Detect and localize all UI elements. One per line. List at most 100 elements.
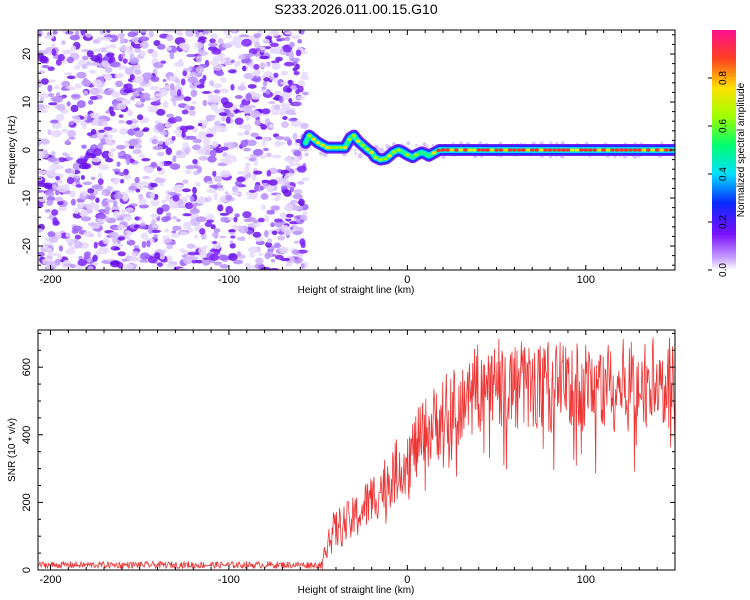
noise-blob	[266, 209, 276, 215]
noise-blob	[188, 110, 196, 116]
noise-blob	[102, 121, 108, 127]
peak-dot	[574, 148, 580, 152]
y-tick-label: 0	[21, 147, 33, 153]
noise-blob	[211, 48, 222, 55]
noise-blob	[257, 217, 265, 223]
noise-blob	[232, 192, 242, 196]
peak-dot	[610, 148, 615, 152]
noise-blob	[195, 55, 202, 63]
noise-blob	[150, 182, 158, 188]
noise-blob	[174, 78, 180, 83]
noise-blob	[166, 46, 172, 51]
noise-blob	[191, 100, 197, 105]
noise-blob	[302, 91, 309, 96]
noise-blob	[121, 258, 128, 262]
noise-blob	[92, 39, 100, 44]
noise-blob	[234, 213, 240, 218]
faint-dot	[385, 145, 389, 149]
noise-blob	[204, 221, 212, 227]
noise-blob	[209, 254, 220, 261]
noise-blob	[134, 144, 143, 149]
noise-blob	[264, 252, 271, 260]
noise-blob	[89, 95, 99, 101]
noise-blob	[66, 75, 76, 80]
noise-blob	[274, 222, 283, 227]
noise-blob	[123, 88, 134, 94]
noise-blob	[65, 86, 75, 89]
noise-blob	[253, 170, 263, 175]
noise-blob	[97, 48, 103, 52]
noise-blob	[273, 242, 281, 249]
noise-blob	[87, 114, 92, 123]
noise-blob	[260, 266, 271, 270]
noise-blob	[70, 198, 76, 206]
noise-blob	[225, 154, 236, 160]
noise-blob	[127, 31, 137, 38]
noise-blob	[124, 216, 133, 221]
noise-blob	[134, 176, 140, 184]
noise-blob	[233, 216, 238, 223]
noise-blob	[104, 66, 113, 74]
peak-dot	[650, 148, 655, 152]
colorbar-label: Normalized spectral amplitude	[736, 82, 747, 217]
noise-blob	[290, 35, 301, 39]
noise-blob	[66, 56, 75, 64]
noise-blob	[254, 184, 260, 192]
noise-blob	[65, 31, 74, 35]
noise-blob	[52, 217, 58, 224]
peak-dot	[485, 148, 490, 152]
noise-blob	[205, 114, 217, 119]
noise-blob	[93, 203, 100, 212]
noise-blob	[300, 122, 309, 129]
noise-blob	[293, 71, 300, 76]
noise-blob	[137, 114, 144, 121]
peak-dot	[592, 148, 597, 152]
noise-blob	[223, 30, 229, 35]
noise-blob	[151, 138, 158, 145]
noise-blob	[232, 35, 242, 44]
noise-blob	[148, 226, 153, 234]
noise-blob	[109, 231, 119, 238]
noise-blob	[83, 251, 91, 260]
noise-blob	[174, 84, 180, 91]
noise-blob	[225, 194, 233, 201]
noise-blob	[42, 261, 49, 265]
noise-blob	[101, 37, 113, 41]
noise-blob	[95, 197, 100, 203]
noise-blob	[264, 230, 269, 238]
noise-blob	[165, 123, 173, 128]
noise-blob	[283, 225, 289, 231]
noise-blob	[169, 89, 178, 98]
noise-blob	[243, 147, 252, 152]
noise-blob	[85, 203, 96, 210]
y-tick-label: 600	[21, 358, 33, 376]
noise-blob	[69, 264, 76, 269]
noise-blob	[150, 199, 160, 207]
noise-blob	[177, 89, 182, 97]
peak-dot	[534, 148, 539, 152]
noise-blob	[61, 80, 71, 88]
peak-dot	[463, 148, 468, 152]
noise-blob	[46, 196, 56, 201]
noise-blob	[252, 219, 259, 224]
noise-blob	[134, 48, 141, 53]
noise-blob	[283, 61, 294, 67]
noise-blob	[101, 189, 107, 195]
noise-blob	[49, 119, 59, 124]
noise-blob	[116, 103, 127, 110]
noise-blob	[178, 42, 190, 49]
noise-blob	[194, 234, 199, 239]
noise-blob	[244, 123, 252, 132]
noise-blob	[91, 184, 103, 190]
noise-blob	[246, 265, 252, 270]
noise-blob	[185, 165, 196, 170]
noise-blob	[299, 238, 306, 246]
noise-blob	[228, 229, 236, 233]
noise-blob	[166, 244, 173, 250]
noise-blob	[230, 235, 236, 239]
noise-blob	[174, 116, 183, 122]
noise-blob	[172, 216, 178, 220]
peak-dot	[552, 148, 557, 152]
x-tick-label: 100	[577, 574, 595, 586]
noise-blob	[58, 206, 68, 212]
